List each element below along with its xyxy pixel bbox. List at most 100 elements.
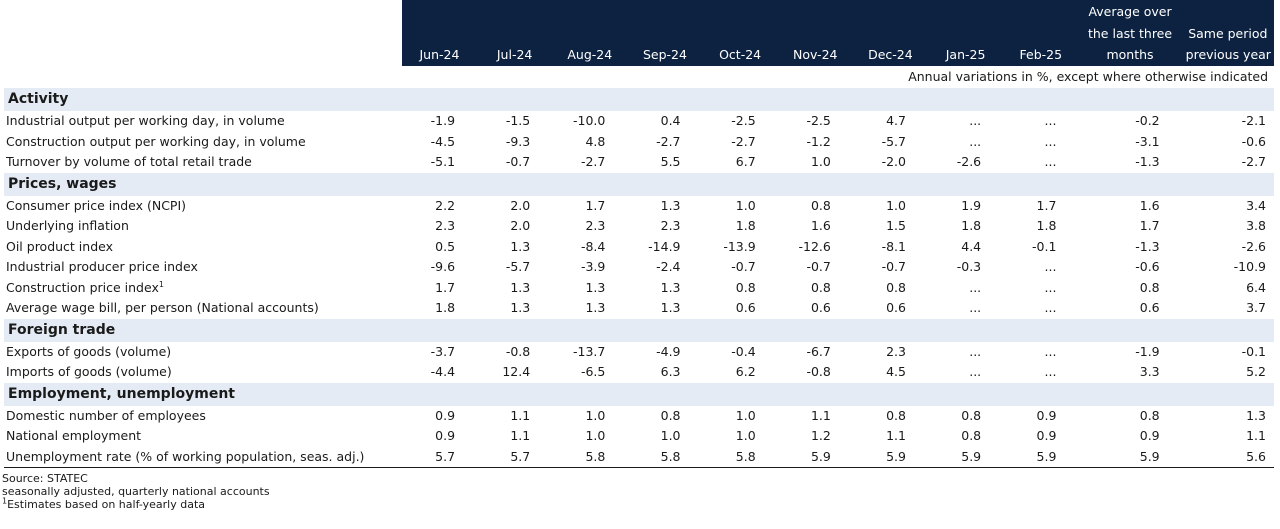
value-cell: 0.8 xyxy=(961,428,982,444)
value-cell: -2.6 xyxy=(1241,238,1266,254)
value-cell: 0.8 xyxy=(886,407,906,423)
value-cell: ... xyxy=(1044,343,1057,359)
header-month-nov-24: Nov-24 xyxy=(777,44,853,66)
footnotes: Source: STATEC seasonally adjusted, quar… xyxy=(2,472,1280,511)
value-cell: 0.9 xyxy=(435,428,456,444)
value-cell: 0.8 xyxy=(810,197,831,213)
value-cell: 5.9 xyxy=(852,446,928,468)
value-cell: 0.8 xyxy=(1139,407,1160,423)
value-cell: ... xyxy=(969,364,982,380)
header-month-aug-24: Aug-24 xyxy=(552,44,628,66)
value-cell: 1.7 xyxy=(1139,218,1160,234)
value-cell: -9.6 xyxy=(430,259,456,275)
table-row: Exports of goods (volume) -3.7 -0.8 -13.7 -4… xyxy=(4,342,1274,363)
table-row: Construction price index1 1.7 1.3 1.3 1.3 0.8… xyxy=(4,278,1274,299)
value-cell: -2.1 xyxy=(1241,113,1266,129)
value-cell: 0.8 xyxy=(660,407,681,423)
value-cell: 5.2 xyxy=(1246,364,1266,380)
value-cell: 1.8 xyxy=(961,218,982,234)
value-cell: 1.1 xyxy=(886,428,906,444)
table-row: Underlying inflation 2.3 2.0 2.3 2.3 1.8 1.6 1.… xyxy=(4,216,1274,237)
value-cell: -2.7 xyxy=(1241,154,1266,170)
value-cell: 0.6 xyxy=(810,300,831,316)
value-cell: 1.0 xyxy=(735,197,756,213)
table-row: Average wage bill, per person (National … xyxy=(4,298,1274,319)
table-row: National employment 0.9 1.1 1.0 1.0 1.0 1.2 1.1… xyxy=(4,426,1274,447)
value-cell: 1.1 xyxy=(510,428,531,444)
value-cell: -0.8 xyxy=(505,343,531,359)
value-cell: 1.1 xyxy=(810,407,831,423)
header-same-top xyxy=(1181,0,1274,22)
value-cell: -0.8 xyxy=(806,364,831,380)
value-cell: 5.7 xyxy=(401,446,478,468)
value-cell: -2.7 xyxy=(656,133,681,149)
value-cell: 2.3 xyxy=(660,218,681,234)
value-cell: -0.7 xyxy=(731,259,756,275)
value-cell: -1.5 xyxy=(505,113,531,129)
value-cell: 1.6 xyxy=(1139,197,1160,213)
value-cell: -0.1 xyxy=(1241,343,1266,359)
value-cell: -1.9 xyxy=(430,113,456,129)
value-cell: 0.4 xyxy=(660,113,681,129)
footnote-marker: 1 xyxy=(158,279,164,289)
value-cell: 1.7 xyxy=(435,279,456,295)
value-cell: 1.0 xyxy=(810,154,831,170)
value-cell: -6.7 xyxy=(806,343,831,359)
table-header: Average over the last three Same period … xyxy=(4,0,1274,66)
value-cell: ... xyxy=(1044,133,1057,149)
row-label: Underlying inflation xyxy=(6,218,129,234)
value-cell: ... xyxy=(969,133,982,149)
value-cell: -2.7 xyxy=(731,133,756,149)
value-cell: 1.3 xyxy=(585,300,606,316)
table-row: Turnover by volume of total retail trade… xyxy=(4,152,1274,173)
value-cell: 1.3 xyxy=(660,197,681,213)
value-cell: -13.9 xyxy=(723,238,756,254)
table-row: Consumer price index (NCPI) 2.2 2.0 1.7 1.3 1… xyxy=(4,196,1274,217)
value-cell: 1.8 xyxy=(1036,218,1057,234)
value-cell: -10.0 xyxy=(573,113,606,129)
value-cell: 2.2 xyxy=(435,197,456,213)
value-cell: 3.7 xyxy=(1246,300,1266,316)
value-cell: 1.0 xyxy=(660,428,681,444)
value-cell: -9.3 xyxy=(505,133,531,149)
value-cell: 2.3 xyxy=(886,343,906,359)
section-title: Employment, unemployment xyxy=(4,382,1274,406)
table-body: Annual variations in %, except where oth… xyxy=(4,66,1274,468)
value-cell: -2.7 xyxy=(580,154,606,170)
value-cell: 6.2 xyxy=(735,364,756,380)
value-cell: 5.9 xyxy=(1003,446,1079,468)
value-cell: -5.1 xyxy=(430,154,456,170)
row-label: Industrial producer price index xyxy=(6,259,198,275)
value-cell: 0.8 xyxy=(1139,279,1160,295)
value-cell: 4.8 xyxy=(585,133,606,149)
value-cell: 0.9 xyxy=(1139,428,1160,444)
value-cell: ... xyxy=(1044,259,1057,275)
value-cell: -2.5 xyxy=(806,113,831,129)
value-cell: 1.2 xyxy=(810,428,831,444)
value-cell: 1.3 xyxy=(510,300,531,316)
value-cell: 1.1 xyxy=(510,407,531,423)
header-month-jul-24: Jul-24 xyxy=(477,44,553,66)
footnote-seasonal: seasonally adjusted, quarterly national … xyxy=(2,485,270,498)
footnote-source: Source: STATEC xyxy=(2,472,88,485)
value-cell: 4.5 xyxy=(886,364,906,380)
table-row: Unemployment rate (% of working populati… xyxy=(4,446,1274,468)
value-cell: 1.3 xyxy=(1246,407,1266,423)
footnote-estimates: 1Estimates based on half-yearly data xyxy=(2,496,206,511)
value-cell: -3.7 xyxy=(430,343,456,359)
row-label: Construction price index1 xyxy=(6,279,164,295)
value-cell: 0.8 xyxy=(810,279,831,295)
value-cell: 0.6 xyxy=(735,300,756,316)
value-cell: 5.9 xyxy=(1078,446,1182,468)
value-cell: 1.7 xyxy=(585,197,606,213)
header-month-sep-24: Sep-24 xyxy=(627,44,703,66)
value-cell: -1.9 xyxy=(1135,343,1160,359)
value-cell: 6.3 xyxy=(660,364,681,380)
value-cell: ... xyxy=(1044,279,1057,295)
row-label: Consumer price index (NCPI) xyxy=(6,197,187,213)
value-cell: 5.7 xyxy=(477,446,553,468)
value-cell: 1.3 xyxy=(660,300,681,316)
value-cell: 0.9 xyxy=(1036,428,1057,444)
row-label: Construction output per working day, in … xyxy=(6,133,306,149)
value-cell: 0.6 xyxy=(886,300,906,316)
